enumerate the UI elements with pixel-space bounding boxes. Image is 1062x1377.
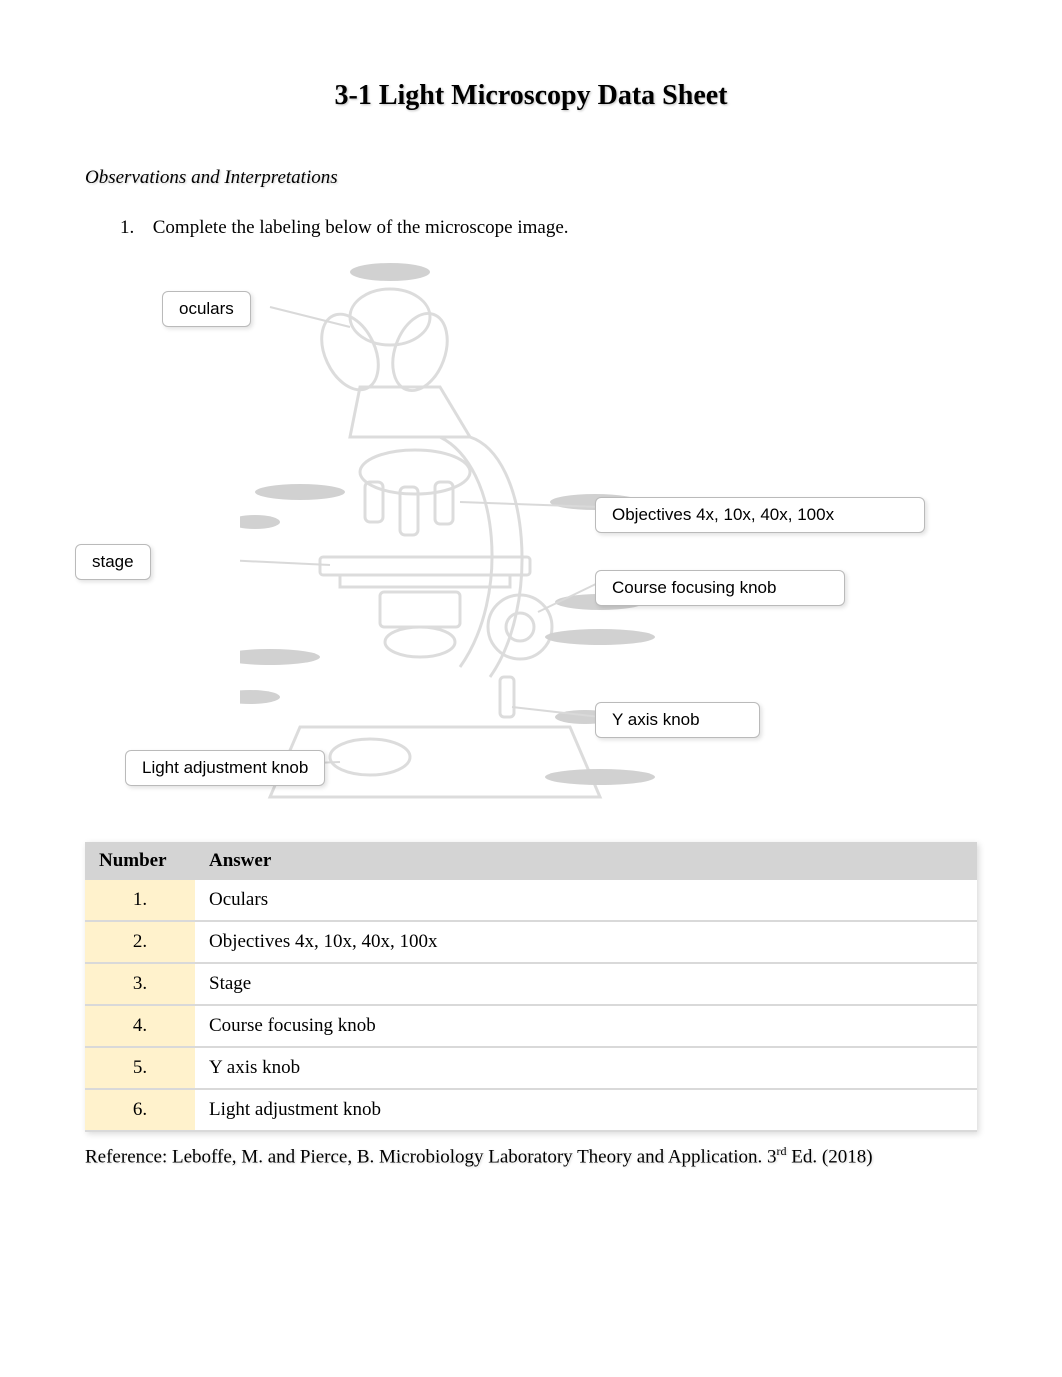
reference-pre: Reference: Leboffe, M. and Pierce, B. Mi…: [85, 1146, 777, 1167]
label-stage: stage: [75, 544, 151, 580]
table-row: 2. Objectives 4x, 10x, 40x, 100x: [85, 921, 977, 963]
row-ans: Stage: [195, 963, 977, 1005]
observations-subheading: Observations and Interpretations: [85, 167, 977, 189]
reference-post: Ed. (2018): [787, 1146, 873, 1167]
row-num: 1.: [85, 880, 195, 921]
label-y-axis-knob: Y axis knob: [595, 702, 760, 738]
row-num: 3.: [85, 963, 195, 1005]
instruction-1: 1. Complete the labeling below of the mi…: [120, 217, 977, 239]
table-row: 6. Light adjustment knob: [85, 1089, 977, 1131]
col-answer-header: Answer: [195, 842, 977, 880]
reference-sup: rd: [777, 1144, 787, 1158]
label-light-adjustment: Light adjustment knob: [125, 750, 325, 786]
table-row: 5. Y axis knob: [85, 1047, 977, 1089]
reference-citation: Reference: Leboffe, M. and Pierce, B. Mi…: [85, 1144, 977, 1168]
row-ans: Objectives 4x, 10x, 40x, 100x: [195, 921, 977, 963]
label-oculars: oculars: [162, 291, 251, 327]
row-ans: Course focusing knob: [195, 1005, 977, 1047]
label-coarse-focus: Course focusing knob: [595, 570, 845, 606]
row-ans: Y axis knob: [195, 1047, 977, 1089]
instruction-number: 1.: [120, 217, 148, 239]
row-ans: Light adjustment knob: [195, 1089, 977, 1131]
answer-table: Number Answer 1. Oculars 2. Objectives 4…: [85, 842, 977, 1132]
table-header-row: Number Answer: [85, 842, 977, 880]
table-row: 4. Course focusing knob: [85, 1005, 977, 1047]
row-num: 5.: [85, 1047, 195, 1089]
instruction-text: Complete the labeling below of the micro…: [153, 217, 569, 238]
row-num: 2.: [85, 921, 195, 963]
row-ans: Oculars: [195, 880, 977, 921]
col-number-header: Number: [85, 842, 195, 880]
row-num: 6.: [85, 1089, 195, 1131]
row-num: 4.: [85, 1005, 195, 1047]
table-row: 3. Stage: [85, 963, 977, 1005]
microscope-diagram: oculars Objectives 4x, 10x, 40x, 100x st…: [40, 257, 920, 817]
label-objectives: Objectives 4x, 10x, 40x, 100x: [595, 497, 925, 533]
table-row: 1. Oculars: [85, 880, 977, 921]
page-title: 3-1 Light Microscopy Data Sheet: [85, 80, 977, 112]
